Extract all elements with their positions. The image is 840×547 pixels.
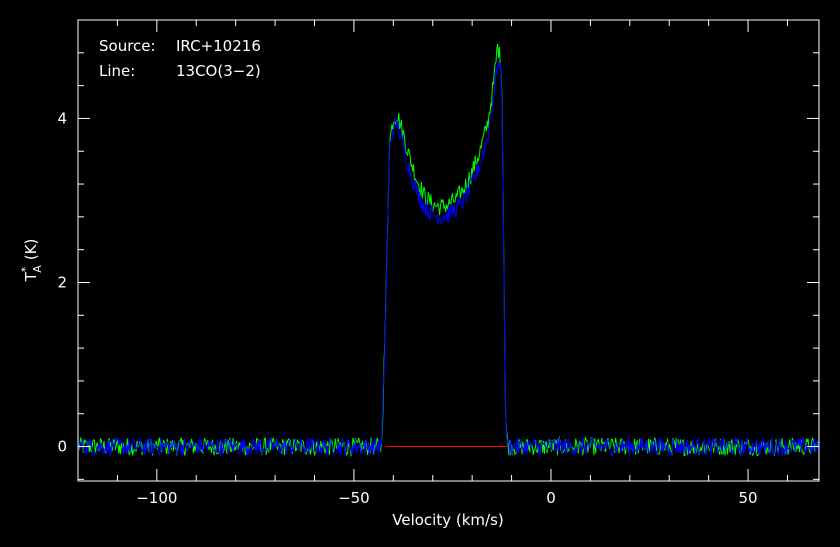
y-axis-title-base: T bbox=[22, 271, 40, 282]
source-value: IRC+10216 bbox=[176, 37, 261, 55]
series-line-1 bbox=[77, 61, 819, 458]
x-axis-title: Velocity (km/s) bbox=[392, 511, 503, 529]
y-tick-label: 4 bbox=[57, 109, 67, 127]
y-tick-label: 0 bbox=[57, 438, 67, 456]
plot-frame bbox=[77, 19, 820, 482]
y-axis-title-text: T*A (K) bbox=[19, 239, 44, 283]
y-axis-title-unit: (K) bbox=[22, 239, 40, 261]
y-tick-label: 2 bbox=[57, 273, 67, 291]
y-axis-title-sub: A bbox=[31, 265, 44, 273]
x-tick-label: 0 bbox=[546, 489, 556, 507]
ticks-layer: −100 −50 0 50 0 2 4 bbox=[57, 19, 819, 507]
line-value: 13CO(3−2) bbox=[176, 62, 261, 80]
series-layer bbox=[77, 43, 819, 458]
line-label: Line: bbox=[99, 62, 135, 80]
y-axis-title: T*A (K) bbox=[19, 239, 44, 283]
x-tick-label: 50 bbox=[739, 489, 758, 507]
y-axis-title-sup: * bbox=[19, 266, 32, 272]
source-label: Source: bbox=[99, 37, 156, 55]
x-tick-label: −100 bbox=[136, 489, 177, 507]
x-tick-label: −50 bbox=[338, 489, 370, 507]
